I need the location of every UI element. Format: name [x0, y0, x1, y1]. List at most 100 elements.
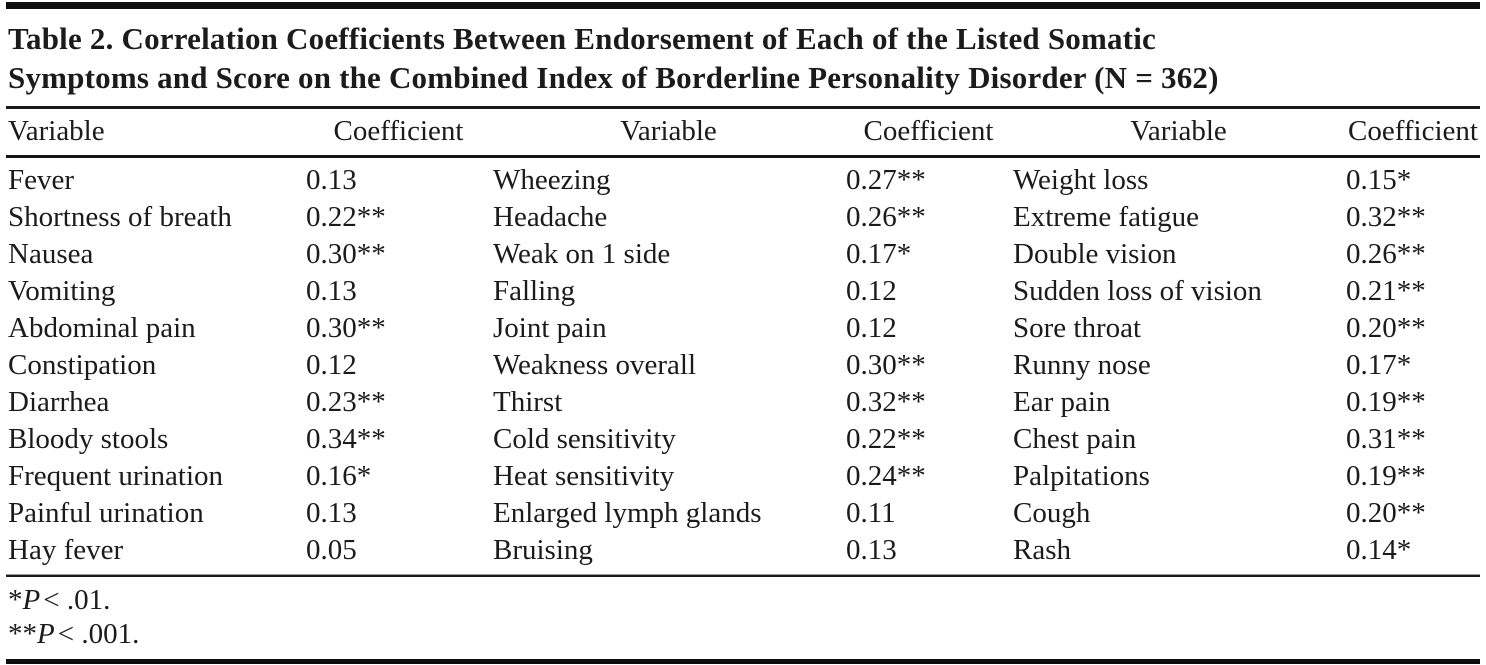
top-rule-thick: [6, 2, 1480, 9]
variable-cell: Ear pain: [1013, 386, 1111, 418]
variable-cell: Cold sensitivity: [493, 423, 676, 455]
coefficient-cell: 0.13: [846, 534, 897, 566]
variable-cell: Headache: [493, 201, 608, 233]
variable-cell: Hay fever: [8, 534, 124, 566]
coefficient-cell: 0.34**: [306, 423, 386, 455]
variable-cell: Cough: [1013, 497, 1091, 529]
table-row: Shortness of breath 0.22** Headache 0.26…: [6, 199, 1480, 236]
variable-cell: Constipation: [8, 349, 157, 381]
table-row: Fever 0.13 Wheezing 0.27** Weight loss 0…: [6, 157, 1480, 200]
coefficient-cell: 0.19**: [1346, 386, 1426, 418]
coefficient-cell: 0.30**: [306, 238, 386, 270]
variable-cell: Bloody stools: [8, 423, 169, 455]
variable-cell: Heat sensitivity: [493, 460, 675, 492]
footnote-marker: **: [8, 618, 37, 650]
coefficient-cell: 0.31**: [1346, 423, 1426, 455]
table-row: Hay fever 0.05 Bruising 0.13 Rash 0.14*: [6, 532, 1480, 569]
table-row: Frequent urination 0.16* Heat sensitivit…: [6, 458, 1480, 495]
footnote-threshold: < .001.: [57, 618, 140, 650]
coefficient-cell: 0.32**: [846, 386, 926, 418]
coefficient-cell: 0.15*: [1346, 164, 1412, 196]
variable-cell: Vomiting: [8, 275, 116, 307]
variable-cell: Weight loss: [1013, 164, 1149, 196]
variable-cell: Shortness of breath: [8, 201, 232, 233]
variable-cell: Falling: [493, 275, 576, 307]
footnote-p-01: *P < .01.: [8, 583, 1480, 617]
variable-cell: Joint pain: [493, 312, 607, 344]
footnote-p-symbol: P: [22, 584, 41, 616]
variable-cell: Sudden loss of vision: [1013, 275, 1262, 307]
variable-cell: Palpitations: [1013, 460, 1150, 492]
coefficient-cell: 0.19**: [1346, 460, 1426, 492]
column-header-coefficient-2: Coefficient: [846, 109, 1011, 158]
coefficient-cell: 0.32**: [1346, 201, 1426, 233]
variable-cell: Weakness overall: [493, 349, 696, 381]
coefficient-cell: 0.21**: [1346, 275, 1426, 307]
table-row: Nausea 0.30** Weak on 1 side 0.17* Doubl…: [6, 236, 1480, 273]
variable-cell: Abdominal pain: [8, 312, 196, 344]
table-title-line-1: Table 2. Correlation Coefficients Betwee…: [8, 21, 1156, 56]
variable-cell: Frequent urination: [8, 460, 224, 492]
coefficient-cell: 0.12: [306, 349, 357, 381]
coefficient-cell: 0.30**: [846, 349, 926, 381]
variable-cell: Enlarged lymph glands: [493, 497, 762, 529]
table-row: Abdominal pain 0.30** Joint pain 0.12 So…: [6, 310, 1480, 347]
variable-cell: Chest pain: [1013, 423, 1137, 455]
variable-cell: Wheezing: [493, 164, 611, 196]
coefficient-cell: 0.17*: [846, 238, 912, 270]
column-header-coefficient-3: Coefficient: [1346, 109, 1480, 158]
coefficient-cell: 0.16*: [306, 460, 372, 492]
variable-cell: Painful urination: [8, 497, 204, 529]
coefficient-cell: 0.05: [306, 534, 357, 566]
coefficient-cell: 0.20**: [1346, 312, 1426, 344]
coefficient-cell: 0.24**: [846, 460, 926, 492]
coefficient-cell: 0.12: [846, 312, 897, 344]
table-title-line-2: Symptoms and Score on the Combined Index…: [8, 60, 1219, 95]
rule-above-footnotes: [6, 574, 1480, 577]
bottom-rule-thick: [6, 659, 1480, 664]
coefficient-cell: 0.13: [306, 164, 357, 196]
column-header-variable-2: Variable: [491, 109, 846, 158]
variable-cell: Diarrhea: [8, 386, 110, 418]
rule-under-title: [6, 106, 1480, 109]
coefficient-cell: 0.23**: [306, 386, 386, 418]
table-row: Bloody stools 0.34** Cold sensitivity 0.…: [6, 421, 1480, 458]
variable-cell: Weak on 1 side: [493, 238, 671, 270]
coefficient-cell: 0.30**: [306, 312, 386, 344]
column-header-variable-3: Variable: [1011, 109, 1346, 158]
table-footnotes: *P < .01. **P < .001.: [8, 583, 1480, 651]
variable-cell: Sore throat: [1013, 312, 1142, 344]
coefficient-cell: 0.26**: [846, 201, 926, 233]
table-row: Diarrhea 0.23** Thirst 0.32** Ear pain 0…: [6, 384, 1480, 421]
coefficient-cell: 0.27**: [846, 164, 926, 196]
coefficient-cell: 0.22**: [846, 423, 926, 455]
coefficient-cell: 0.13: [306, 497, 357, 529]
variable-cell: Nausea: [8, 238, 94, 270]
variable-cell: Runny nose: [1013, 349, 1151, 381]
variable-cell: Fever: [8, 164, 75, 196]
coefficient-cell: 0.22**: [306, 201, 386, 233]
variable-cell: Extreme fatigue: [1013, 201, 1199, 233]
coefficient-cell: 0.13: [306, 275, 357, 307]
table-row: Painful urination 0.13 Enlarged lymph gl…: [6, 495, 1480, 532]
coefficient-cell: 0.11: [846, 497, 896, 529]
column-header-coefficient-1: Coefficient: [306, 109, 491, 158]
coefficient-cell: 0.17*: [1346, 349, 1412, 381]
footnote-marker: *: [8, 584, 23, 616]
footnote-p-001: **P < .001.: [8, 617, 1480, 651]
table-title: Table 2. Correlation Coefficients Betwee…: [8, 19, 1480, 97]
table-header-row: Variable Coefficient Variable Coefficien…: [6, 109, 1480, 158]
table-row: Constipation 0.12 Weakness overall 0.30*…: [6, 347, 1480, 384]
footnote-threshold: < .01.: [43, 584, 111, 616]
table-body: Fever 0.13 Wheezing 0.27** Weight loss 0…: [6, 157, 1480, 570]
column-header-variable-1: Variable: [6, 109, 306, 158]
coefficient-cell: 0.26**: [1346, 238, 1426, 270]
coefficient-cell: 0.20**: [1346, 497, 1426, 529]
coefficient-cell: 0.12: [846, 275, 897, 307]
table-row: Vomiting 0.13 Falling 0.12 Sudden loss o…: [6, 273, 1480, 310]
variable-cell: Thirst: [493, 386, 563, 418]
variable-cell: Double vision: [1013, 238, 1177, 270]
correlation-table: Variable Coefficient Variable Coefficien…: [6, 109, 1480, 569]
variable-cell: Bruising: [493, 534, 593, 566]
